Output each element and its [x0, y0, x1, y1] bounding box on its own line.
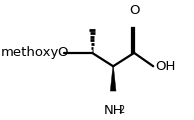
Text: methoxy: methoxy	[0, 46, 59, 59]
Text: OH: OH	[155, 60, 176, 73]
Text: NH: NH	[103, 104, 123, 117]
Text: 2: 2	[118, 105, 124, 115]
Text: O: O	[57, 46, 68, 59]
Text: O: O	[129, 4, 139, 17]
Polygon shape	[110, 66, 116, 91]
